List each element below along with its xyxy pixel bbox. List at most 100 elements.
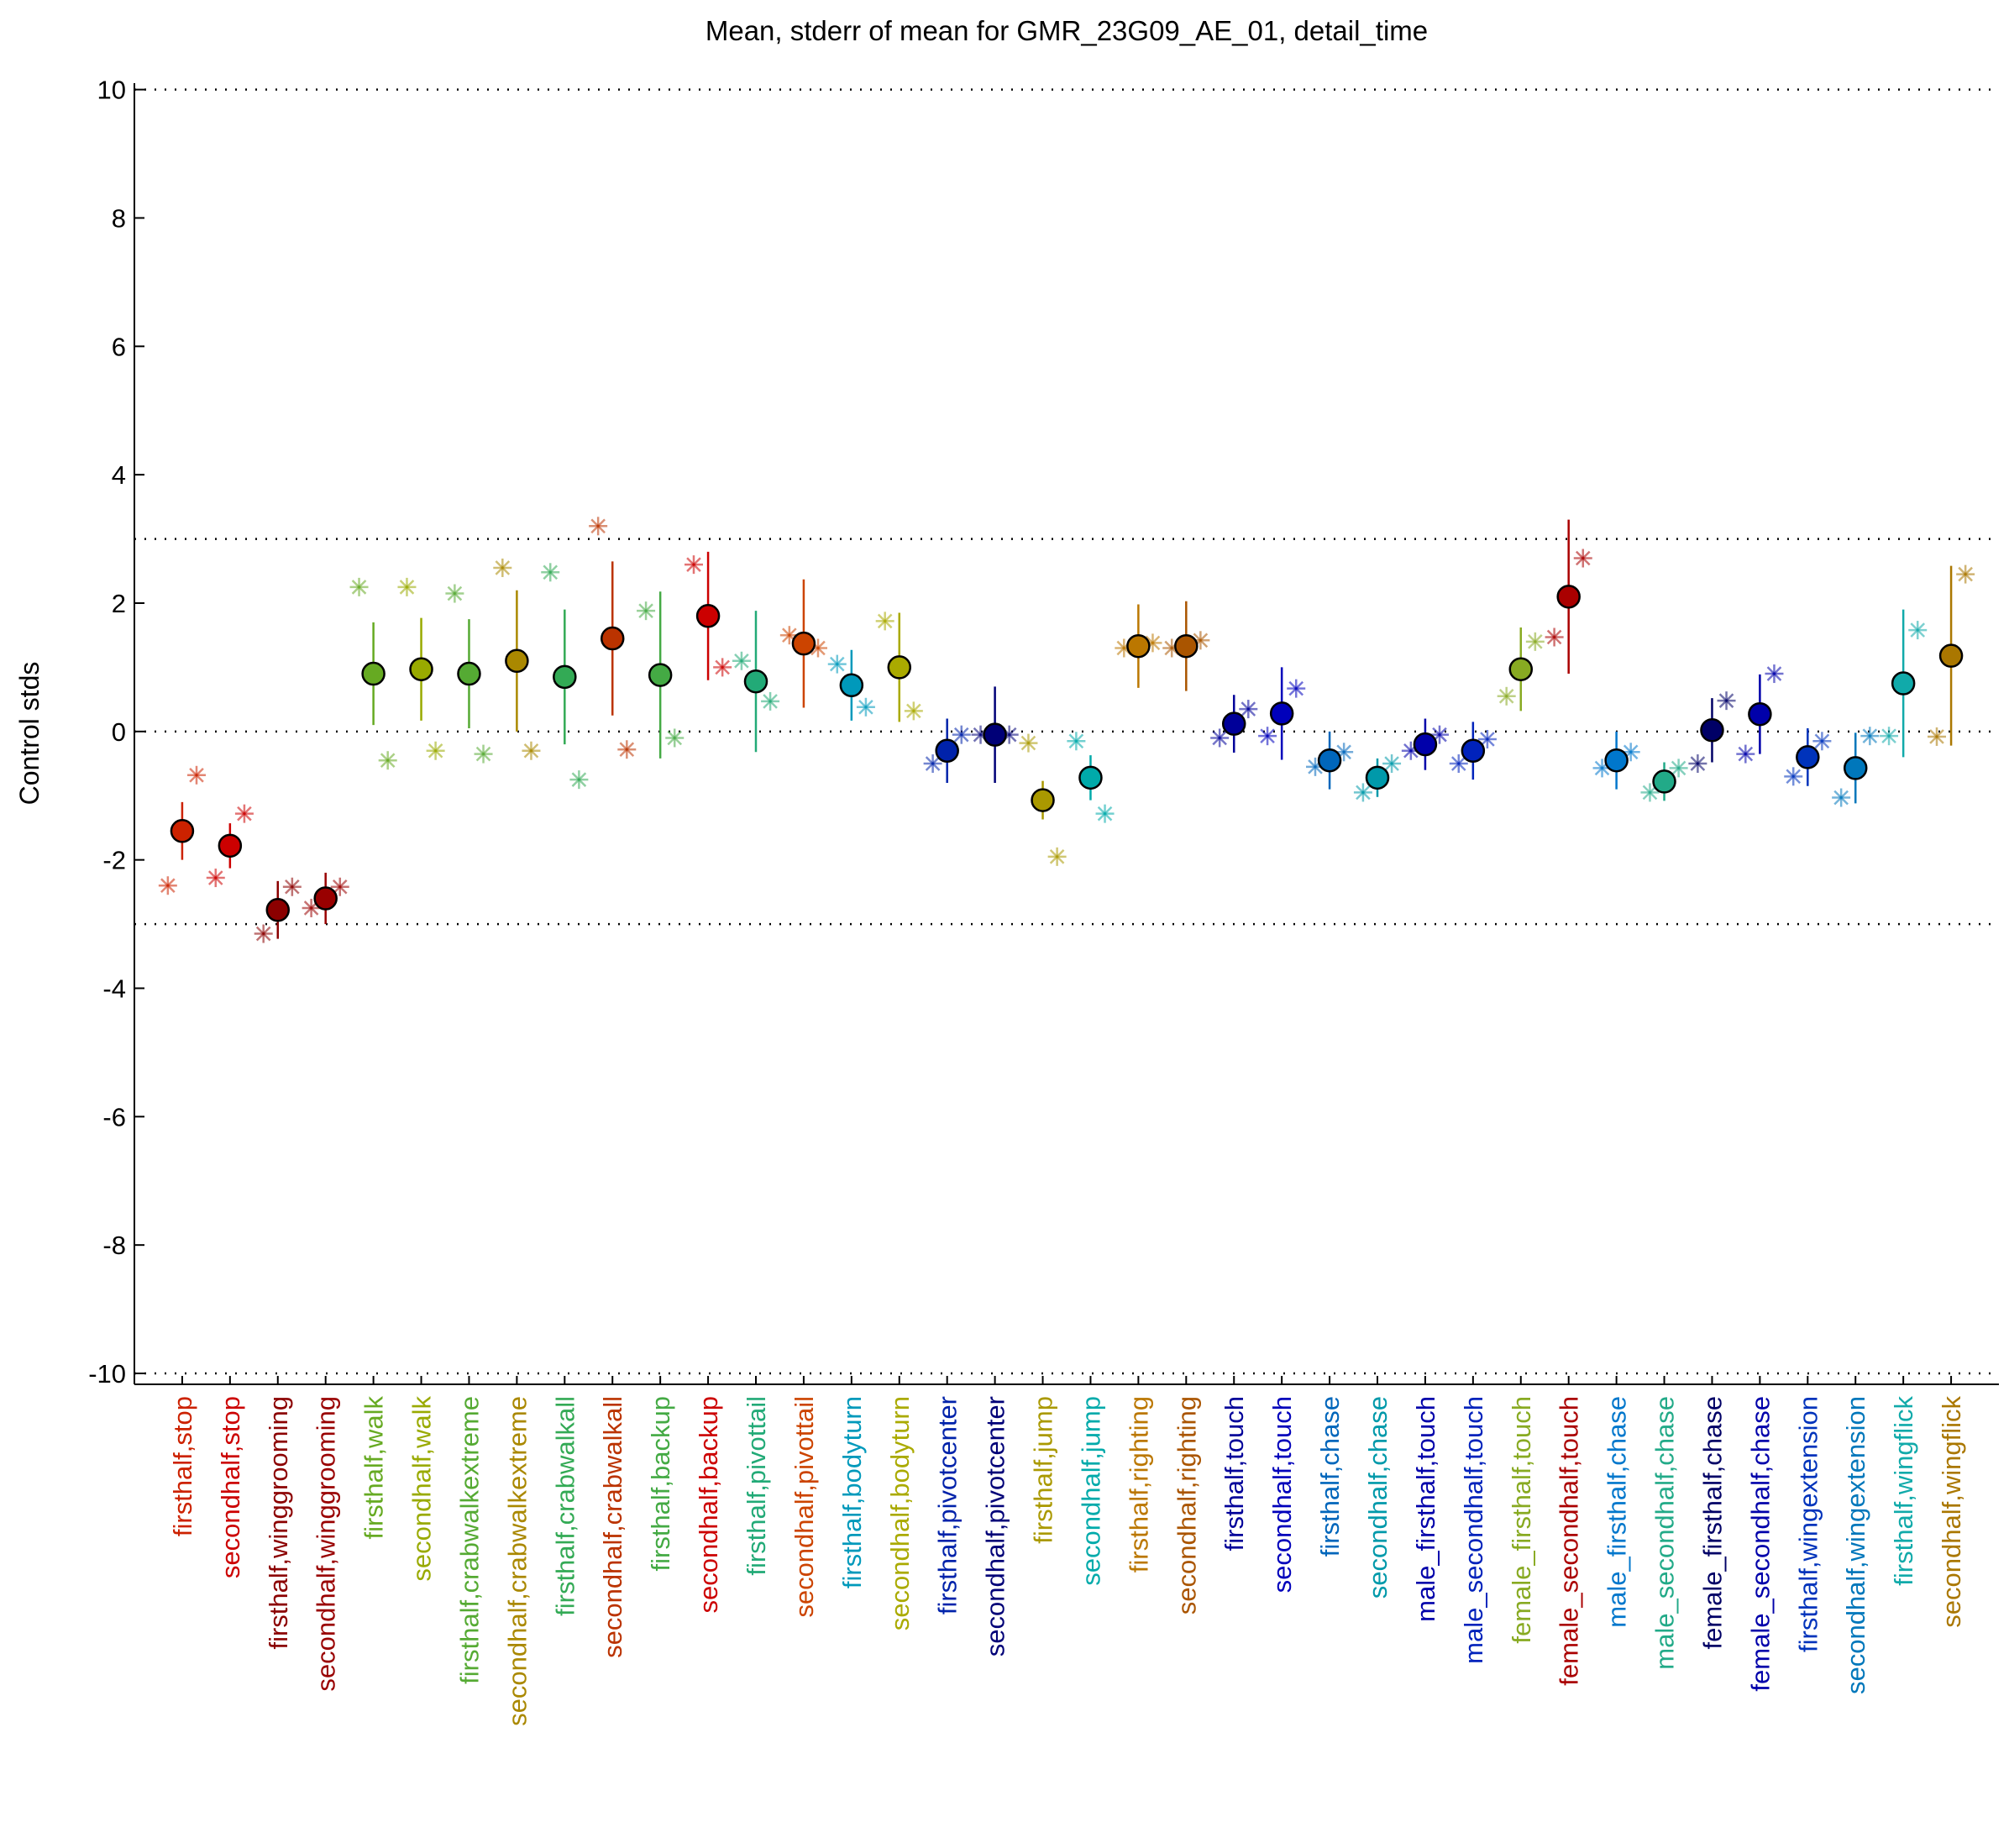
- mean-marker: [409, 657, 433, 681]
- mean-marker: [1891, 671, 1916, 696]
- star-stroke: [1528, 634, 1543, 649]
- star-marker: [685, 555, 703, 575]
- y-tick-label: 8: [112, 203, 126, 233]
- mean-marker: [1174, 633, 1199, 659]
- star-marker: [589, 517, 608, 536]
- mean-marker: [839, 673, 864, 698]
- x-tick-label: secondhalf,righting: [1172, 1396, 1201, 1614]
- star-marker: [637, 601, 656, 621]
- star-stroke: [829, 656, 845, 672]
- star-marker: [1239, 700, 1258, 719]
- star-stroke: [332, 879, 348, 895]
- star-marker: [330, 877, 349, 896]
- mean-marker: [1126, 633, 1151, 659]
- star-stroke: [255, 926, 271, 942]
- x-tick-label: firsthalf,jump: [1029, 1396, 1058, 1544]
- star-marker: [1545, 627, 1564, 647]
- star-stroke: [1929, 729, 1944, 744]
- mean-marker: [1843, 756, 1868, 780]
- x-tick-label: firsthalf,winggrooming: [264, 1396, 293, 1650]
- x-tick-label: secondhalf,wingextension: [1841, 1396, 1870, 1694]
- y-tick-label: 6: [112, 332, 126, 361]
- mean-marker: [1748, 701, 1772, 727]
- x-tick-label: firsthalf,stop: [168, 1396, 197, 1536]
- x-tick-label: firsthalf,touch: [1220, 1396, 1249, 1551]
- x-tick-label: female_secondhalf,touch: [1555, 1396, 1584, 1686]
- x-tick-label: firsthalf,wingflick: [1889, 1396, 1918, 1586]
- mean-marker: [553, 664, 577, 690]
- star-marker: [1067, 732, 1086, 751]
- y-tick-label: 10: [97, 76, 126, 105]
- mean-marker: [1365, 765, 1390, 790]
- x-tick-label: secondhalf,jump: [1076, 1396, 1105, 1586]
- star-stroke: [1020, 735, 1036, 751]
- star-stroke: [428, 743, 443, 759]
- star-marker: [1449, 754, 1468, 774]
- star-marker: [761, 691, 780, 711]
- y-tick-label: -6: [102, 1102, 126, 1131]
- y-tick-label: 0: [112, 717, 126, 747]
- star-stroke: [285, 879, 300, 895]
- star-marker: [1047, 847, 1067, 866]
- star-stroke: [1575, 550, 1591, 566]
- star-stroke: [953, 727, 969, 743]
- star-marker: [1497, 686, 1516, 706]
- mean-marker: [743, 669, 768, 694]
- mean-marker: [600, 626, 625, 651]
- star-stroke: [667, 730, 683, 746]
- star-marker: [1095, 804, 1115, 823]
- star-stroke: [495, 560, 511, 575]
- mean-marker: [648, 663, 673, 687]
- star-marker: [1287, 679, 1306, 698]
- star-stroke: [1718, 693, 1734, 708]
- mean-marker: [1317, 748, 1342, 773]
- star-stroke: [351, 580, 367, 595]
- star-marker: [378, 751, 397, 770]
- star-marker: [827, 654, 847, 674]
- star-marker: [1928, 727, 1946, 746]
- star-stroke: [207, 870, 223, 885]
- mean-marker: [695, 604, 721, 628]
- x-tick-label: female_firsthalf,chase: [1697, 1396, 1727, 1650]
- mean-marker: [791, 631, 816, 656]
- star-stroke: [782, 627, 797, 643]
- star-stroke: [1480, 732, 1495, 747]
- mean-marker: [505, 648, 529, 674]
- star-marker: [206, 869, 225, 888]
- star-marker: [1353, 783, 1372, 802]
- x-tick-label: firsthalf,backup: [646, 1396, 675, 1572]
- x-tick-label: secondhalf,touch: [1267, 1396, 1297, 1593]
- mean-marker: [265, 898, 291, 922]
- star-stroke: [1833, 790, 1849, 806]
- mean-marker: [1796, 745, 1820, 769]
- x-tick-label: secondhalf,chase: [1363, 1396, 1393, 1599]
- star-marker: [1832, 788, 1851, 807]
- chart-title: Mean, stderr of mean for GMR_23G09_AE_01…: [706, 15, 1428, 46]
- star-stroke: [763, 694, 778, 709]
- star-marker: [904, 701, 923, 721]
- star-stroke: [523, 743, 539, 759]
- x-tick-label: firsthalf,crabwalkextreme: [454, 1396, 484, 1684]
- star-stroke: [447, 585, 463, 601]
- star-marker: [1669, 759, 1688, 778]
- mean-marker: [983, 722, 1007, 747]
- mean-marker: [1700, 718, 1724, 743]
- star-stroke: [810, 640, 826, 656]
- star-stroke: [1097, 806, 1113, 822]
- star-stroke: [1814, 733, 1830, 749]
- star-marker: [541, 563, 560, 582]
- star-stroke: [1356, 785, 1371, 801]
- star-stroke: [399, 580, 415, 595]
- star-stroke: [858, 699, 873, 715]
- star-stroke: [925, 756, 941, 771]
- x-tick-label: firsthalf,walk: [359, 1396, 389, 1540]
- mean-marker: [1221, 711, 1246, 736]
- star-marker: [1765, 664, 1784, 684]
- star-marker: [1477, 729, 1497, 748]
- star-stroke: [1738, 746, 1754, 762]
- x-tick-label: firsthalf,wingextension: [1793, 1396, 1823, 1652]
- star-stroke: [189, 767, 204, 783]
- mean-marker: [887, 655, 912, 680]
- star-stroke: [1450, 756, 1466, 771]
